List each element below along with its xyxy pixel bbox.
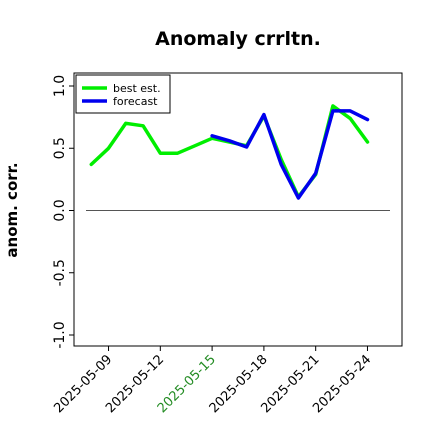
chart-title: Anomaly crrltn. bbox=[155, 28, 321, 50]
y-axis-label: anom. corr. bbox=[3, 162, 21, 257]
x-axis: 2025-05-092025-05-122025-05-152025-05-18… bbox=[51, 346, 374, 416]
legend: best est.forecast bbox=[75, 74, 171, 114]
y-tick-label: 1.0 bbox=[52, 75, 68, 97]
legend-box bbox=[75, 74, 171, 114]
series-layer bbox=[89, 104, 370, 200]
y-tick-label: -1.0 bbox=[52, 321, 68, 348]
y-tick-label: 0.0 bbox=[52, 199, 68, 221]
plot-frame bbox=[73, 72, 403, 347]
y-tick-label: -0.5 bbox=[52, 259, 68, 286]
series-line-1 bbox=[210, 109, 370, 200]
y-axis: 1.0 0.5 0.0 -0.5 -1.0 bbox=[52, 75, 74, 349]
legend-label-1: forecast bbox=[113, 95, 158, 108]
series-line-0 bbox=[89, 104, 370, 199]
legend-label-0: best est. bbox=[113, 82, 161, 95]
y-tick-label: 0.5 bbox=[52, 137, 68, 159]
